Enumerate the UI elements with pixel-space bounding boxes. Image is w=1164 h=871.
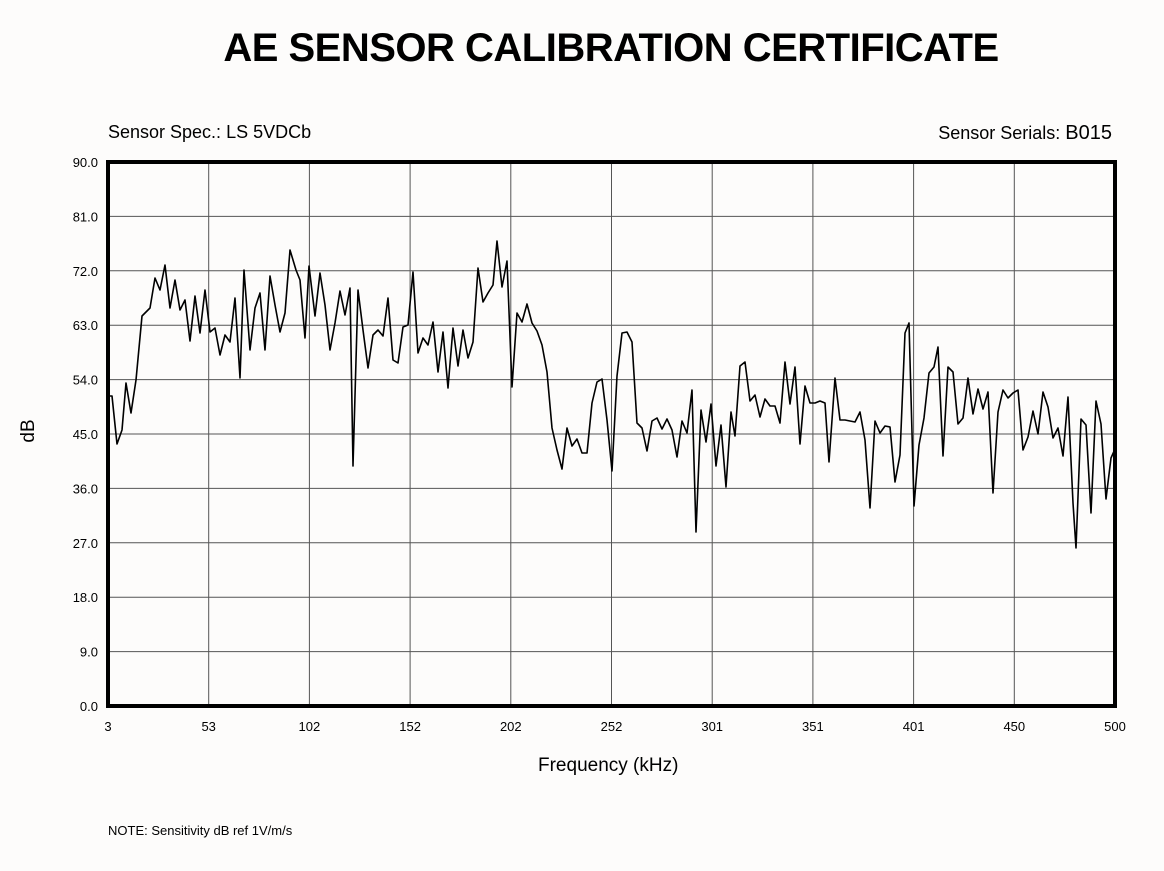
y-axis-label: dB (18, 419, 39, 443)
y-tick-label: 81.0 (73, 209, 98, 224)
y-tick-label: 90.0 (73, 155, 98, 170)
y-tick-label: 27.0 (73, 536, 98, 551)
sensitivity-line (108, 240, 1116, 549)
y-tick-label: 0.0 (80, 699, 98, 714)
x-tick-label: 53 (201, 719, 215, 734)
plot-frame (106, 160, 1117, 708)
footnote: NOTE: Sensitivity dB ref 1V/m/s (108, 823, 293, 838)
x-tick-label: 401 (903, 719, 925, 734)
page-title: AE SENSOR CALIBRATION CERTIFICATE (223, 26, 999, 70)
y-tick-label: 63.0 (73, 318, 98, 333)
x-tick-label: 202 (500, 719, 522, 734)
sensor-spec-label: Sensor Spec.: LS 5VDCb (108, 122, 312, 142)
x-tick-label: 301 (701, 719, 723, 734)
x-tick-label: 3 (104, 719, 111, 734)
y-tick-label: 18.0 (73, 590, 98, 605)
y-tick-label: 72.0 (73, 264, 98, 279)
sensor-serials-value: B015 (1065, 122, 1112, 144)
sensor-serials-label: Sensor Serials: (938, 123, 1061, 143)
y-tick-label: 9.0 (80, 645, 98, 660)
x-tick-label: 152 (399, 719, 421, 734)
x-tick-label: 351 (802, 719, 824, 734)
x-axis-label: Frequency (kHz) (538, 755, 679, 776)
y-axis-ticks: 90.0 81.0 72.0 63.0 54.0 45.0 36.0 27.0 18.0 9.0 0… (73, 155, 98, 714)
x-tick-label: 252 (601, 719, 623, 734)
x-tick-label: 450 (1003, 719, 1025, 734)
x-tick-label: 500 (1104, 719, 1126, 734)
x-axis-ticks: 3 53 102 152 202 252 301 351 401 450 500 (104, 719, 1125, 734)
sensor-serials: Sensor Serials: B015 (938, 122, 1112, 145)
x-tick-label: 102 (299, 719, 321, 734)
y-tick-label: 45.0 (73, 427, 98, 442)
chart-grid (107, 161, 1116, 707)
y-tick-label: 54.0 (73, 373, 98, 388)
y-tick-label: 36.0 (73, 481, 98, 496)
